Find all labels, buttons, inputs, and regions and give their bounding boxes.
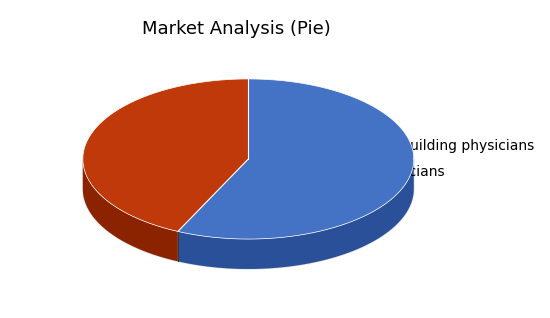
Text: Market Analysis (Pie): Market Analysis (Pie) xyxy=(141,20,331,38)
Polygon shape xyxy=(83,159,178,261)
Polygon shape xyxy=(83,159,414,269)
Polygon shape xyxy=(178,160,414,269)
Polygon shape xyxy=(83,79,248,232)
Legend: Main Street building physicians, Nearby physicians: Main Street building physicians, Nearby … xyxy=(280,133,540,185)
Polygon shape xyxy=(178,79,414,239)
